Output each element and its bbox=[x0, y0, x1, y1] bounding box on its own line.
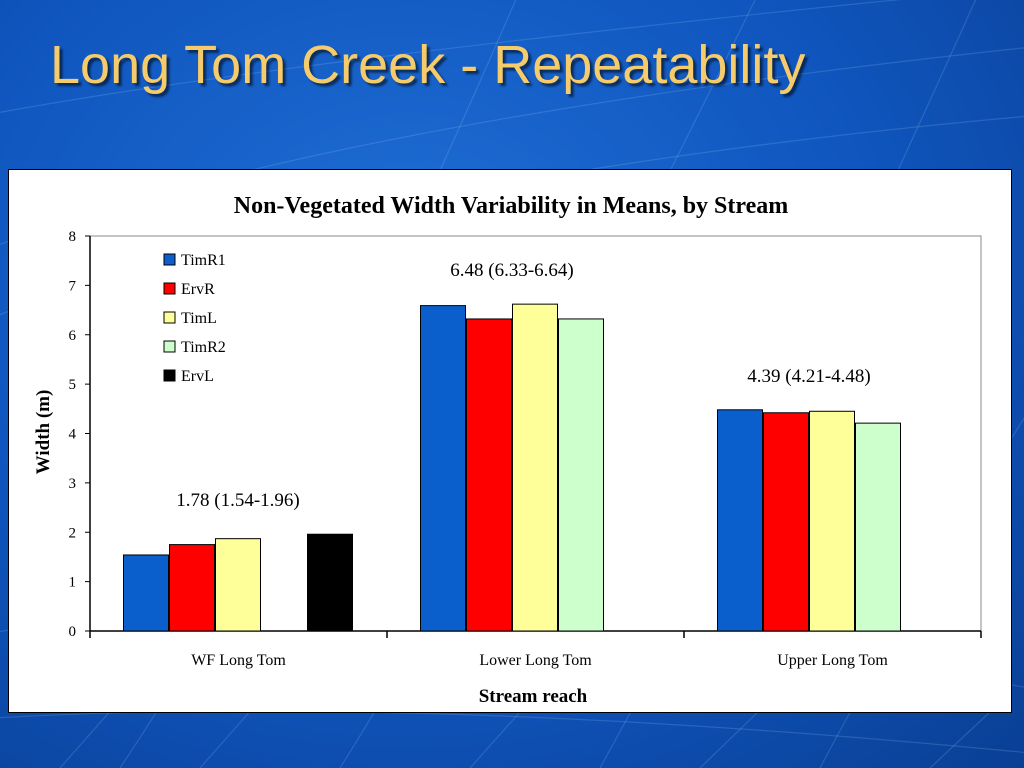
y-tick-label: 4 bbox=[69, 427, 77, 443]
legend-label-ervl: ErvL bbox=[181, 368, 214, 385]
legend-label-timr2: TimR2 bbox=[181, 339, 226, 356]
bar-timl-wf-long-tom bbox=[215, 538, 261, 632]
legend-swatch-timr2 bbox=[163, 340, 176, 353]
legend-swatch-timr1 bbox=[163, 253, 176, 266]
legend-label-timl: TimL bbox=[181, 310, 217, 327]
x-tick-label: WF Long Tom bbox=[191, 652, 286, 669]
chart-panel: Non-Vegetated Width Variability in Means… bbox=[8, 169, 1012, 713]
y-tick-label: 1 bbox=[69, 575, 77, 591]
bar-timl-lower-long-tom bbox=[512, 303, 558, 632]
x-tick-label: Lower Long Tom bbox=[479, 652, 592, 669]
y-tick-label: 8 bbox=[69, 229, 77, 245]
legend-label-ervr: ErvR bbox=[181, 281, 215, 298]
bar-timl-upper-long-tom bbox=[809, 410, 855, 632]
chart-title: Non-Vegetated Width Variability in Means… bbox=[234, 193, 789, 219]
y-tick-label: 6 bbox=[69, 328, 77, 344]
legend-label-timr1: TimR1 bbox=[181, 252, 226, 269]
x-tick-label: Upper Long Tom bbox=[777, 652, 888, 669]
slide-title: Long Tom Creek - Repeatability bbox=[50, 35, 806, 95]
y-tick-label: 2 bbox=[69, 525, 77, 541]
bar-ervr-lower-long-tom bbox=[466, 318, 512, 632]
annotation-label: 1.78 (1.54-1.96) bbox=[176, 490, 299, 511]
legend-swatch-timl bbox=[163, 311, 176, 324]
x-axis-label: Stream reach bbox=[479, 686, 588, 707]
bar-timr1-wf-long-tom bbox=[123, 554, 169, 632]
y-tick-label: 5 bbox=[69, 377, 77, 393]
bar-timr1-upper-long-tom bbox=[717, 409, 763, 632]
legend-swatch-ervr bbox=[163, 282, 176, 295]
bar-timr2-upper-long-tom bbox=[855, 422, 901, 632]
bar-ervr-wf-long-tom bbox=[169, 544, 215, 632]
y-tick-label: 7 bbox=[69, 278, 77, 294]
bar-ervr-upper-long-tom bbox=[763, 412, 809, 632]
bar-timr1-lower-long-tom bbox=[420, 305, 466, 632]
y-tick-label: 3 bbox=[69, 476, 77, 492]
y-axis-label: Width (m) bbox=[33, 390, 54, 475]
y-tick-label: 0 bbox=[69, 624, 77, 640]
annotation-label: 4.39 (4.21-4.48) bbox=[747, 366, 870, 387]
bar-chart: Non-Vegetated Width Variability in Means… bbox=[33, 193, 982, 707]
annotation-label: 6.48 (6.33-6.64) bbox=[450, 260, 573, 281]
bar-ervl-wf-long-tom bbox=[307, 533, 353, 632]
bar-timr2-lower-long-tom bbox=[558, 318, 604, 632]
legend-swatch-ervl bbox=[163, 369, 176, 382]
